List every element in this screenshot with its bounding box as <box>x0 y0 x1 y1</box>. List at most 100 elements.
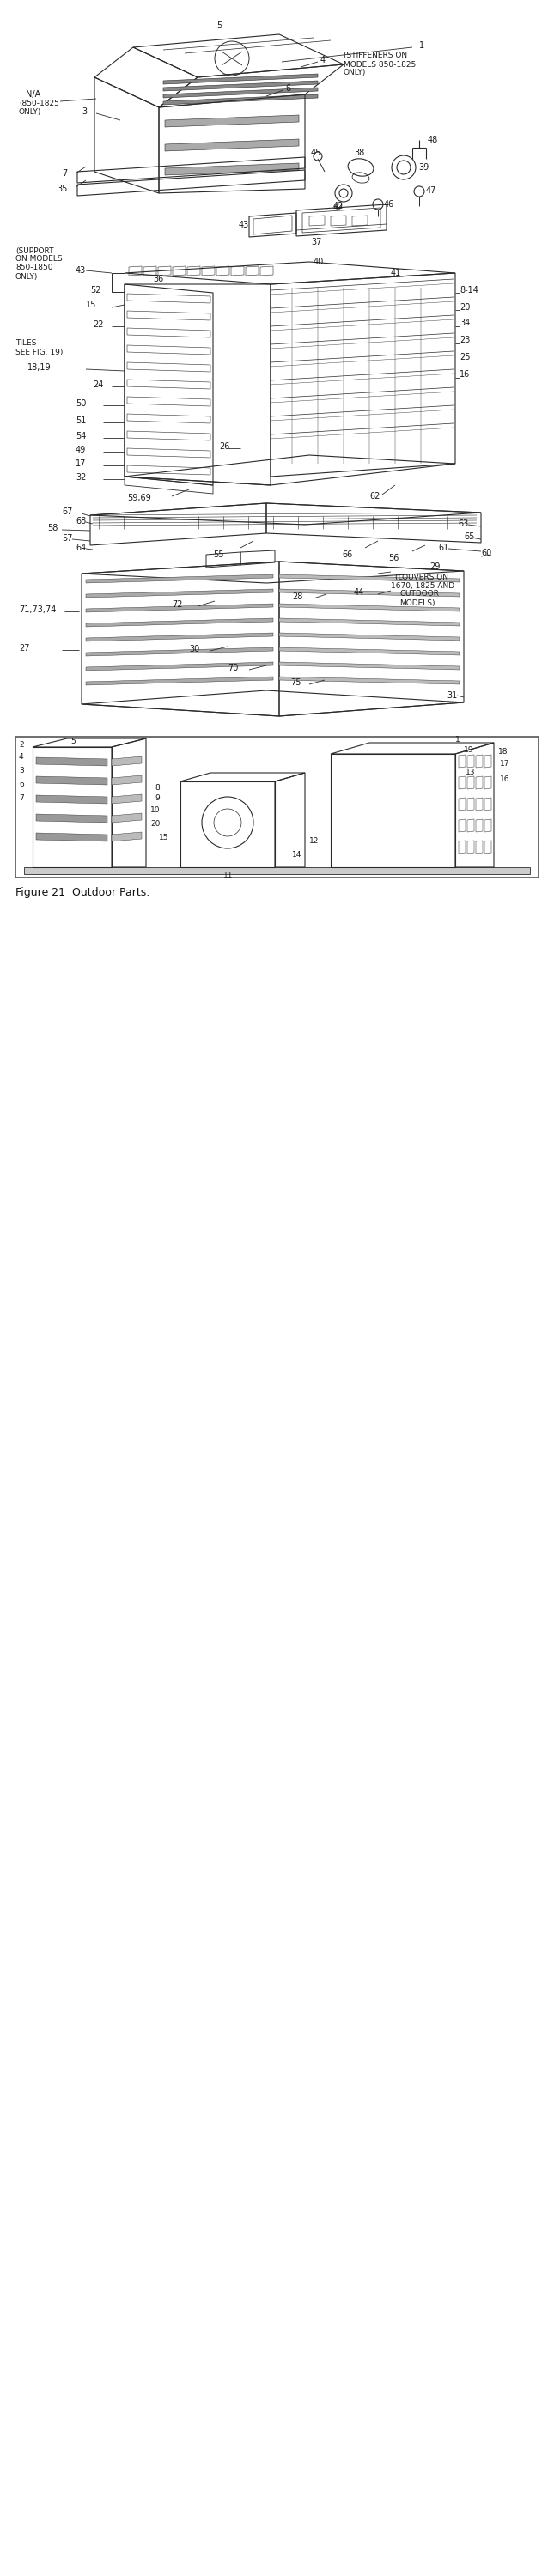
Text: 12: 12 <box>309 837 319 845</box>
Text: 58: 58 <box>47 523 58 533</box>
Text: 2: 2 <box>19 742 24 750</box>
Polygon shape <box>165 116 299 126</box>
Polygon shape <box>279 677 459 685</box>
Text: 61: 61 <box>438 544 449 551</box>
Text: 22: 22 <box>93 319 104 330</box>
Text: 6: 6 <box>285 85 290 93</box>
Text: 4: 4 <box>320 57 326 64</box>
Text: 42: 42 <box>334 201 344 211</box>
Polygon shape <box>86 590 273 598</box>
Text: 1: 1 <box>419 41 424 49</box>
Text: 36: 36 <box>153 276 163 283</box>
Text: 47: 47 <box>426 185 437 196</box>
Polygon shape <box>112 793 142 804</box>
Text: 50: 50 <box>75 399 86 407</box>
Text: (STIFFENERS ON: (STIFFENERS ON <box>343 52 407 59</box>
Text: N/A: N/A <box>26 90 40 98</box>
Text: 59,69: 59,69 <box>127 495 151 502</box>
Polygon shape <box>163 75 318 85</box>
Text: 1670, 1825 AND: 1670, 1825 AND <box>391 582 454 590</box>
Text: 34: 34 <box>459 319 470 327</box>
Text: 9: 9 <box>155 793 160 804</box>
Text: 45: 45 <box>311 149 321 157</box>
Polygon shape <box>163 95 318 106</box>
Text: 20: 20 <box>150 819 160 829</box>
Text: 23: 23 <box>459 335 470 345</box>
Text: 30: 30 <box>189 644 199 654</box>
Text: (LOUVERS ON: (LOUVERS ON <box>395 574 448 582</box>
Polygon shape <box>279 634 459 641</box>
Polygon shape <box>165 139 299 152</box>
Text: 3: 3 <box>19 768 24 775</box>
Polygon shape <box>36 775 107 786</box>
Polygon shape <box>279 647 459 654</box>
Text: 1: 1 <box>455 737 460 744</box>
Polygon shape <box>112 757 142 765</box>
Text: 51: 51 <box>75 417 86 425</box>
Polygon shape <box>279 574 459 582</box>
Polygon shape <box>163 88 318 98</box>
Text: 57: 57 <box>62 533 73 544</box>
Text: 8-14: 8-14 <box>459 286 478 294</box>
Text: 41: 41 <box>391 268 401 278</box>
Text: 64: 64 <box>75 544 86 551</box>
Text: 35: 35 <box>57 185 68 193</box>
Text: 18: 18 <box>498 747 508 757</box>
Text: 16: 16 <box>500 775 510 783</box>
Text: TILES-: TILES- <box>16 340 39 348</box>
Polygon shape <box>86 618 273 626</box>
Text: 5: 5 <box>217 21 222 31</box>
Polygon shape <box>112 775 142 786</box>
Polygon shape <box>112 814 142 822</box>
Text: ONLY): ONLY) <box>19 108 42 116</box>
Text: 14: 14 <box>292 850 302 860</box>
Polygon shape <box>279 618 459 626</box>
Text: 19: 19 <box>464 747 474 752</box>
Text: 66: 66 <box>342 551 352 559</box>
Text: 16: 16 <box>459 371 470 379</box>
Text: 32: 32 <box>75 474 86 482</box>
Text: 29: 29 <box>429 562 440 572</box>
Text: 17: 17 <box>75 459 86 469</box>
Text: 18,19: 18,19 <box>28 363 51 371</box>
Text: 67: 67 <box>62 507 73 515</box>
Text: 26: 26 <box>219 443 230 451</box>
Text: 28: 28 <box>292 592 302 600</box>
Text: 40: 40 <box>314 258 324 265</box>
Polygon shape <box>86 634 273 641</box>
Text: Figure 21  Outdoor Parts.: Figure 21 Outdoor Parts. <box>16 886 150 899</box>
Text: 11: 11 <box>223 871 233 881</box>
Text: 3: 3 <box>81 108 87 116</box>
Text: 850-1850: 850-1850 <box>16 265 53 273</box>
Polygon shape <box>86 677 273 685</box>
Text: 62: 62 <box>370 492 380 500</box>
Polygon shape <box>36 832 107 842</box>
Text: OUTDOOR: OUTDOOR <box>399 590 439 598</box>
Text: 37: 37 <box>311 237 321 247</box>
Text: 56: 56 <box>388 554 399 562</box>
Polygon shape <box>165 162 299 175</box>
Text: 38: 38 <box>354 149 365 157</box>
Polygon shape <box>279 662 459 670</box>
Text: ON MODELS: ON MODELS <box>16 255 63 263</box>
Text: 52: 52 <box>90 286 101 294</box>
Text: 42: 42 <box>334 204 344 211</box>
Polygon shape <box>86 647 273 657</box>
Text: 39: 39 <box>418 162 429 173</box>
Text: 10: 10 <box>150 806 160 814</box>
Text: 55: 55 <box>213 551 224 559</box>
Polygon shape <box>24 868 530 873</box>
Text: 43: 43 <box>239 222 249 229</box>
Text: 63: 63 <box>458 520 468 528</box>
Text: 4: 4 <box>19 752 24 762</box>
Text: 54: 54 <box>75 433 86 440</box>
Text: 24: 24 <box>93 381 104 389</box>
Text: 7: 7 <box>19 793 24 804</box>
Text: 65: 65 <box>464 533 474 541</box>
Text: SEE FIG. 19): SEE FIG. 19) <box>16 348 63 355</box>
Text: 15: 15 <box>159 835 169 842</box>
Text: 8: 8 <box>155 783 160 793</box>
Polygon shape <box>279 603 459 611</box>
Text: 71,73,74: 71,73,74 <box>19 605 56 613</box>
Text: (SUPPORT: (SUPPORT <box>16 247 54 255</box>
